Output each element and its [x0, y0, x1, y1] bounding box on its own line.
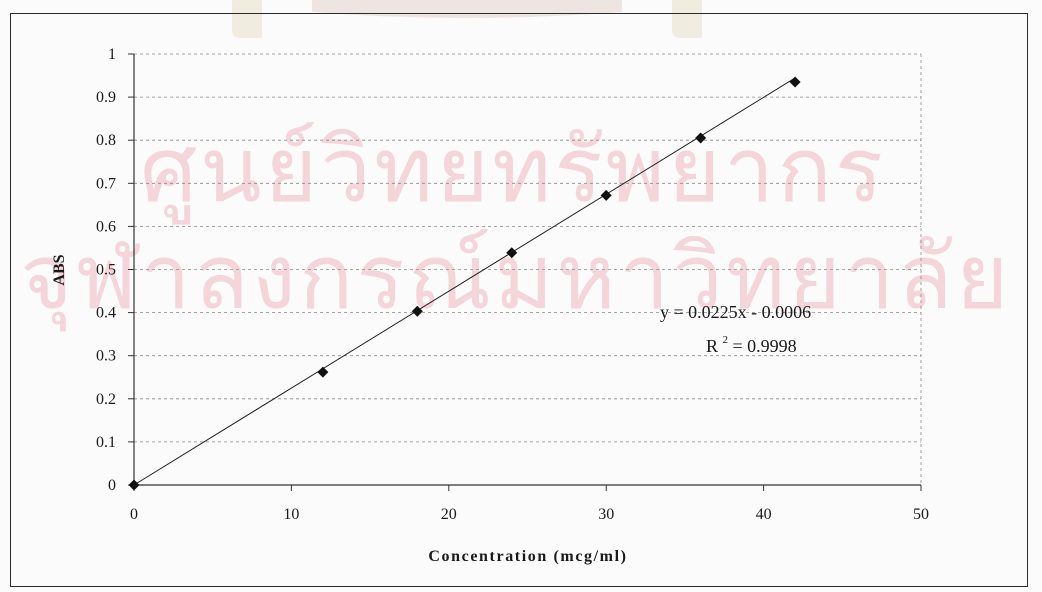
y-tick-label-5: 0.5 [96, 262, 116, 279]
x-tick-label-3: 30 [598, 506, 614, 523]
axes [128, 53, 922, 491]
trendline-equation: y = 0.0225x - 0.0006 [660, 302, 811, 322]
data-point-2 [411, 305, 423, 317]
gridlines [134, 53, 922, 485]
r-squared-exponent: 2 [723, 334, 729, 346]
data-point-5 [695, 132, 707, 144]
r-squared-value: = 0.9998 [733, 336, 797, 356]
x-tick-label-5: 50 [913, 506, 929, 523]
trendline-group [133, 77, 796, 486]
data-point-6 [789, 76, 801, 88]
y-tick-label-10: 1 [108, 46, 116, 63]
y-tick-label-3: 0.3 [96, 348, 116, 365]
tick-labels: 00.10.20.30.40.50.60.70.80.910 10 20 30 40 50 [96, 46, 929, 523]
y-tick-label-2: 0.2 [96, 391, 116, 408]
data-point-0 [128, 479, 140, 491]
r-squared-label: R 2 = 0.9998 [706, 327, 797, 356]
chart-frame [10, 13, 1028, 587]
x-tick-label-1: 10 [283, 506, 299, 523]
data-point-1 [317, 366, 329, 378]
y-tick-label-6: 0.6 [96, 218, 116, 235]
y-axis-title: ABS [51, 254, 68, 285]
y-tick-label-1: 0.1 [96, 434, 116, 451]
x-tick-label-4: 40 [756, 506, 772, 523]
y-tick-label-9: 0.9 [96, 89, 116, 106]
data-point-4 [600, 189, 612, 201]
y-tick-label-7: 0.7 [96, 175, 116, 192]
trendline [133, 77, 796, 486]
y-tick-label-0: 0 [108, 477, 116, 494]
y-tick-label-4: 0.4 [96, 305, 116, 322]
x-tick-label-2: 20 [441, 506, 457, 523]
r-squared-prefix: R [706, 336, 718, 356]
x-tick-label-0: 0 [130, 506, 138, 523]
y-tick-label-8: 0.8 [96, 132, 116, 149]
data-point-3 [506, 247, 518, 259]
x-axis-title: Concentration (mcg/ml) [428, 548, 627, 565]
data-points [128, 76, 801, 491]
